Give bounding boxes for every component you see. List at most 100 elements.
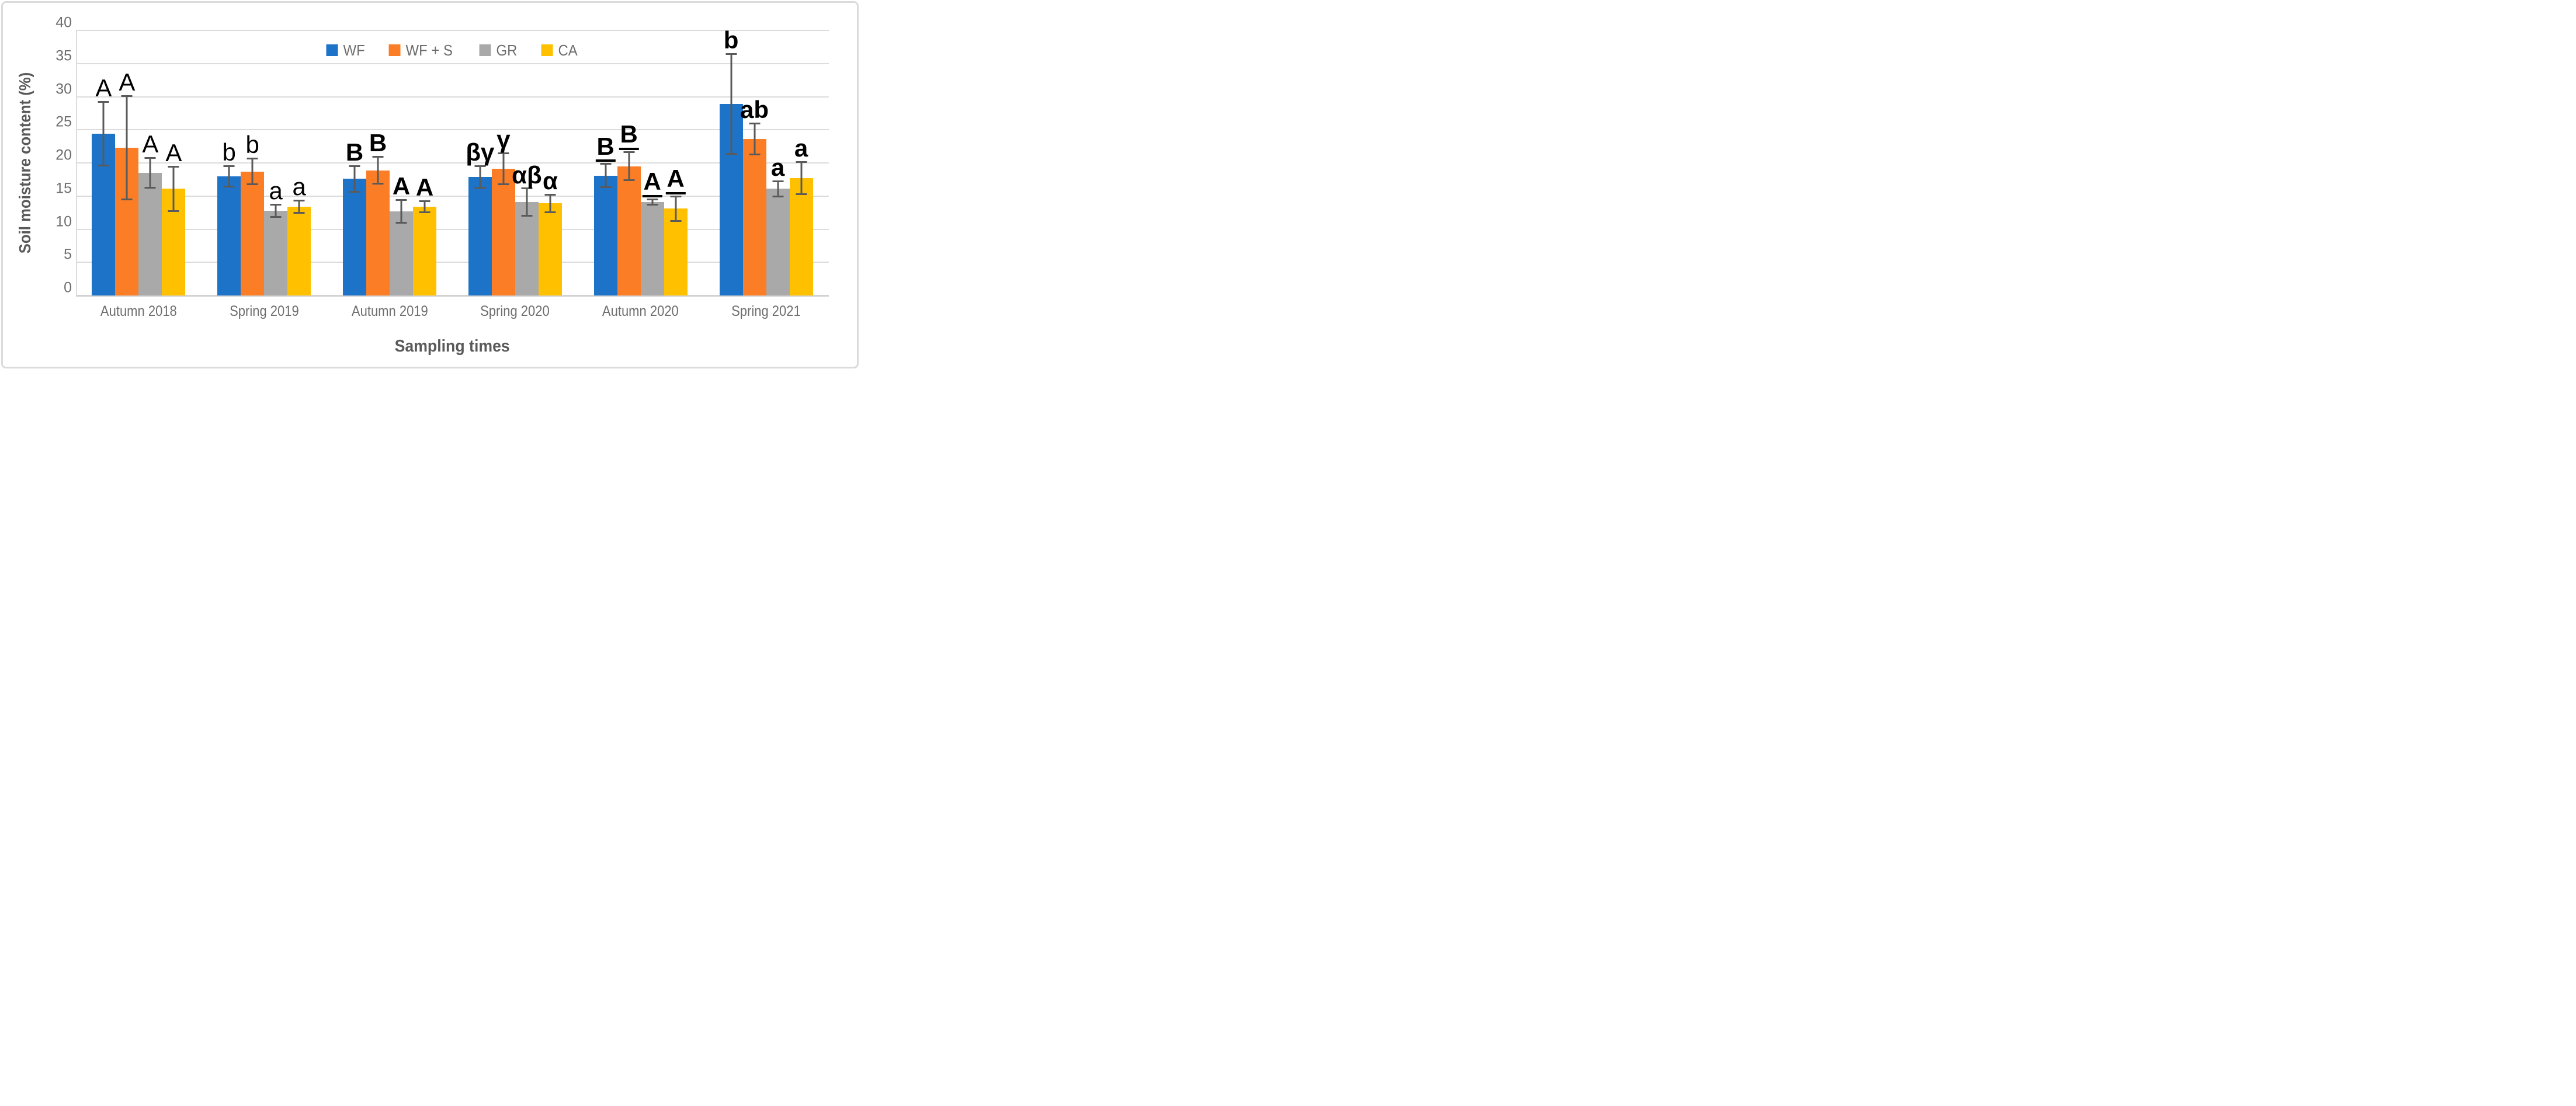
category-label: Autumn 2018	[76, 303, 202, 320]
significance-label: a	[770, 154, 785, 182]
error-bar-cap-bottom	[796, 193, 807, 196]
error-bar-cap-top	[498, 152, 509, 155]
significance-label: α	[542, 166, 558, 194]
x-axis-title: Sampling times	[76, 337, 829, 356]
error-bar-cap-top	[144, 157, 156, 159]
error-bar-line	[228, 166, 230, 186]
error-bar-line	[172, 167, 175, 210]
significance-label: B	[345, 138, 364, 166]
significance-label: b	[723, 26, 739, 54]
legend-item: WF	[326, 43, 367, 58]
significance-label: A	[415, 173, 434, 201]
bar	[538, 203, 562, 295]
bar	[390, 211, 414, 295]
bar-slot: a	[264, 30, 288, 295]
bar-slot: A	[390, 30, 414, 295]
category-label-text: Spring 2021	[731, 303, 801, 319]
error-bar-cap-bottom	[725, 152, 737, 155]
error-bar-cap-bottom	[670, 220, 682, 222]
bar	[491, 169, 515, 295]
significance-label: βγ	[466, 138, 495, 166]
bar-slot: A	[162, 30, 186, 295]
error-bar-cap-bottom	[498, 183, 509, 186]
error-bar-cap-bottom	[521, 214, 533, 217]
error-bar-cap-bottom	[372, 183, 384, 185]
significance-label: A	[95, 74, 112, 102]
legend-label: GR	[496, 41, 518, 59]
bar	[593, 175, 617, 295]
y-tick-label: 40	[55, 14, 72, 31]
gridline	[76, 30, 829, 31]
category-label: Autumn 2019	[327, 303, 453, 320]
y-axis-line	[76, 30, 77, 295]
error-bar-cap-top	[474, 165, 486, 167]
error-bar-line	[353, 166, 356, 191]
bar-slot: A	[138, 30, 162, 295]
significance-label: A	[392, 172, 411, 200]
bar-slot: a	[287, 30, 311, 295]
bar	[468, 176, 492, 295]
significance-label: b	[245, 131, 259, 159]
bar-slot: A	[664, 30, 688, 295]
bar-slot: A	[413, 30, 437, 295]
error-bar-line	[400, 200, 402, 222]
legend-item: CA	[541, 43, 579, 58]
error-bar-cap-top	[168, 165, 179, 168]
error-bar-line	[275, 205, 277, 216]
category-label-text: Spring 2019	[229, 303, 299, 319]
error-bar-cap-bottom	[168, 210, 179, 212]
error-bar-cap-bottom	[419, 211, 431, 213]
error-bar-cap-bottom	[293, 212, 305, 214]
category-label: Spring 2021	[703, 303, 829, 320]
gridline	[76, 62, 829, 64]
significance-label: αβ	[512, 161, 542, 189]
bar	[138, 173, 162, 295]
error-bar-cap-top	[521, 187, 533, 190]
significance-label: A	[142, 130, 159, 158]
category-label-text: Autumn 2019	[351, 303, 428, 319]
error-bar-cap-top	[796, 161, 807, 163]
bar	[515, 201, 539, 295]
bar-slot: B	[343, 30, 367, 295]
bar-slot: B	[617, 30, 641, 295]
category-label-text: Spring 2020	[480, 303, 550, 319]
error-bar-line	[526, 189, 528, 215]
error-bar-cap-bottom	[395, 222, 407, 224]
y-tick-label: 30	[55, 81, 72, 97]
legend-swatch	[541, 44, 553, 56]
error-bar-line	[777, 182, 779, 196]
bar	[366, 170, 390, 295]
error-bar-cap-top	[600, 163, 612, 165]
error-bar-line	[800, 163, 803, 194]
y-tick-label: 15	[55, 180, 72, 197]
error-bar-cap-top	[270, 203, 282, 206]
error-bar-cap-top	[725, 53, 737, 55]
bar	[664, 208, 688, 295]
significance-label: A	[119, 68, 136, 96]
significance-label: b	[222, 138, 236, 166]
bar	[742, 139, 766, 295]
legend-swatch	[479, 44, 491, 56]
significance-label: A	[165, 139, 182, 167]
error-bar-cap-top	[372, 155, 384, 158]
bar	[789, 178, 813, 295]
bar	[343, 179, 367, 295]
bar-slot: a	[766, 30, 790, 295]
legend-item: WF + S	[388, 43, 457, 58]
error-bar-cap-top	[223, 165, 235, 167]
error-bar-line	[730, 55, 732, 153]
error-bar-line	[479, 166, 481, 187]
error-bar-line	[149, 159, 151, 187]
bar	[766, 189, 790, 295]
error-bar-cap-top	[349, 165, 360, 167]
error-bar-cap-top	[293, 199, 305, 201]
error-bar-line	[651, 200, 654, 204]
significance-label: ab	[740, 96, 769, 124]
error-bar-cap-top	[419, 200, 431, 202]
significance-label: B	[595, 134, 616, 162]
bar-slot: b	[241, 30, 265, 295]
error-bar-line	[754, 124, 756, 154]
bar	[413, 206, 437, 295]
